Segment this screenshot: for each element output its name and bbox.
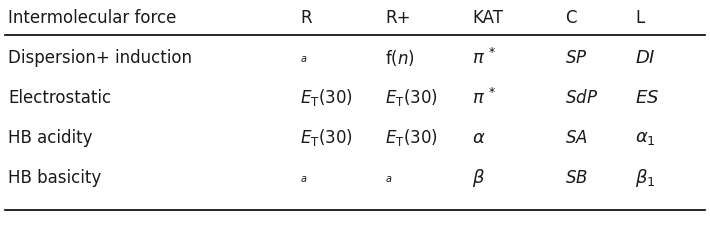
- Text: R+: R+: [385, 9, 410, 27]
- Text: $\it{\beta}_1$: $\it{\beta}_1$: [635, 167, 655, 189]
- Text: $\alpha$: $\alpha$: [472, 129, 486, 147]
- Text: $\it{E}_{\mathrm{T}}$(30): $\it{E}_{\mathrm{T}}$(30): [385, 128, 438, 148]
- Text: $\pi\,^*$: $\pi\,^*$: [472, 48, 496, 68]
- Text: $\it{E}_{\mathrm{T}}$(30): $\it{E}_{\mathrm{T}}$(30): [300, 88, 353, 108]
- Text: HB acidity: HB acidity: [8, 129, 92, 147]
- Text: $\it{DI}$: $\it{DI}$: [635, 49, 656, 67]
- Text: $\it{SA}$: $\it{SA}$: [565, 129, 588, 147]
- Text: Intermolecular force: Intermolecular force: [8, 9, 176, 27]
- Text: R: R: [300, 9, 312, 27]
- Text: $^a$: $^a$: [385, 174, 393, 188]
- Text: $\it{SdP}$: $\it{SdP}$: [565, 89, 598, 107]
- Text: f($\it{n}$): f($\it{n}$): [385, 48, 415, 68]
- Text: $\it{E}_{\mathrm{T}}$(30): $\it{E}_{\mathrm{T}}$(30): [300, 128, 353, 148]
- Text: $\beta$: $\beta$: [472, 167, 485, 189]
- Text: Dispersion+ induction: Dispersion+ induction: [8, 49, 192, 67]
- Text: C: C: [565, 9, 577, 27]
- Text: HB basicity: HB basicity: [8, 169, 102, 187]
- Text: Electrostatic: Electrostatic: [8, 89, 111, 107]
- Text: $^a$: $^a$: [300, 54, 307, 68]
- Text: KAT: KAT: [472, 9, 503, 27]
- Text: $\it{ES}$: $\it{ES}$: [635, 89, 659, 107]
- Text: L: L: [635, 9, 644, 27]
- Text: $\pi\,^*$: $\pi\,^*$: [472, 88, 496, 108]
- Text: $\it{\alpha}_1$: $\it{\alpha}_1$: [635, 129, 656, 147]
- Text: $^a$: $^a$: [300, 174, 307, 188]
- Text: $\it{SB}$: $\it{SB}$: [565, 169, 588, 187]
- Text: $\it{E}_{\mathrm{T}}$(30): $\it{E}_{\mathrm{T}}$(30): [385, 88, 438, 108]
- Text: $\it{SP}$: $\it{SP}$: [565, 49, 588, 67]
